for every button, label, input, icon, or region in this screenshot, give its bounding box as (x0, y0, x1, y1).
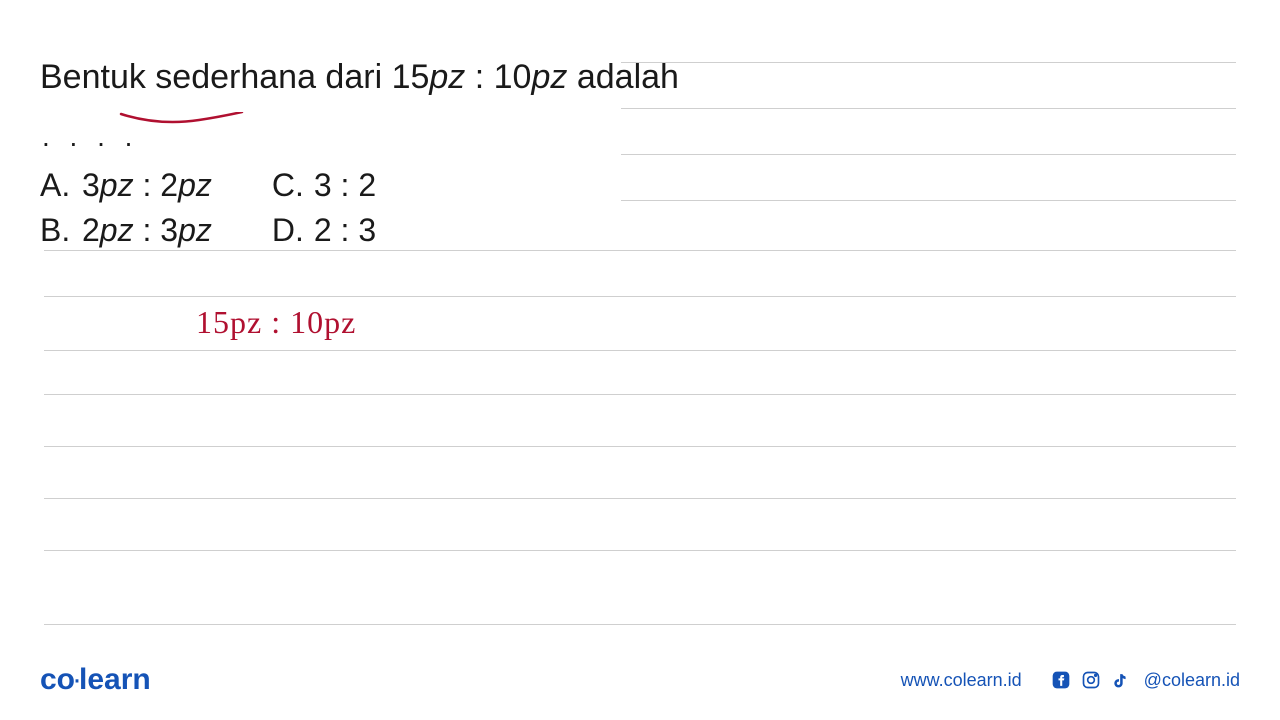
website-url: www.colearn.id (901, 670, 1022, 691)
handwritten-underline (119, 96, 244, 110)
social-links: @colearn.id (1050, 669, 1240, 691)
answer-options: A. 3pz : 2pz B. 2pz : 3pz C. 3 : 2 D. 2 … (40, 167, 1240, 249)
facebook-icon (1050, 669, 1072, 691)
option-d: D. 2 : 3 (272, 212, 376, 249)
option-a: A. 3pz : 2pz (40, 167, 212, 204)
option-c: C. 3 : 2 (272, 167, 376, 204)
handwritten-work: 15pz : 10pz (196, 304, 356, 341)
question-text: Bentuk sederhana dari 15pz : 10pz adalah (40, 58, 1240, 97)
brand-logo: co·learn (40, 663, 151, 697)
social-handle: @colearn.id (1144, 670, 1240, 691)
option-b: B. 2pz : 3pz (40, 212, 212, 249)
tiktok-icon (1110, 669, 1132, 691)
instagram-icon (1080, 669, 1102, 691)
footer-bar: co·learn www.colearn.id @colearn.id (0, 640, 1280, 720)
content-area: Bentuk sederhana dari 15pz : 10pz adalah… (0, 0, 1280, 720)
